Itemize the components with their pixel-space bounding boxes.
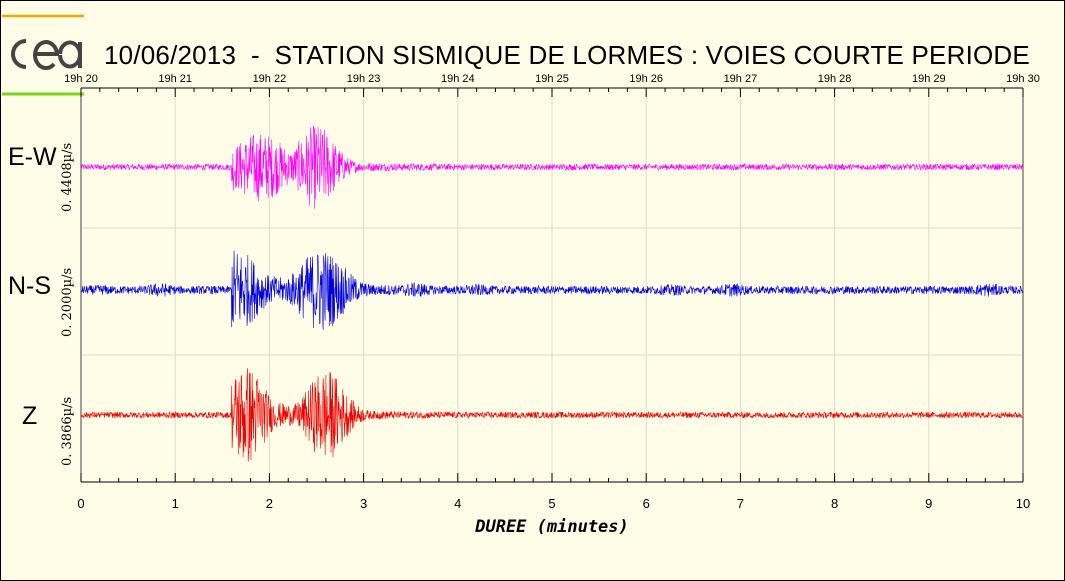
axis-labels: 19h 20 0 19h 21 1 19h 22 2 19h 23 3 19h 24 4 19h 2… [64, 73, 1040, 537]
bottom-tick-label: 4 [454, 496, 461, 511]
top-tick-label: 19h 22 [253, 73, 287, 85]
top-tick-label: 19h 23 [347, 73, 381, 85]
trace-z [80, 368, 1024, 462]
top-tick-label: 19h 27 [724, 73, 758, 85]
top-tick-label: 19h 30 [1006, 73, 1040, 85]
bottom-tick-label: 3 [360, 496, 367, 511]
top-tick-label: 19h 20 [64, 73, 98, 85]
series-label-ns: N-S [8, 272, 52, 300]
top-tick-label: 19h 28 [818, 73, 852, 85]
top-tick-label: 19h 21 [158, 73, 192, 85]
bottom-tick-label: 6 [643, 496, 650, 511]
bottom-tick-label: 2 [266, 496, 273, 511]
series-label-ew: E-W [8, 143, 57, 171]
trace-ns [80, 250, 1024, 330]
amplitude-label-ew: 0. 4408µ/s [60, 142, 75, 212]
series-label-z: Z [22, 402, 38, 430]
top-tick-label: 19h 29 [912, 73, 946, 85]
trace-ew [80, 125, 1024, 209]
cea-logo [2, 14, 84, 96]
bottom-tick-label: 9 [925, 496, 932, 511]
bottom-tick-label: 0 [77, 496, 84, 511]
top-tick-label: 19h 24 [441, 73, 475, 85]
logo-a [58, 40, 82, 69]
amplitude-label-z: 0. 3866µ/s [60, 396, 75, 466]
bottom-tick-label: 8 [831, 496, 838, 511]
top-tick-label: 19h 26 [629, 73, 663, 85]
top-tick-label: 19h 25 [535, 73, 569, 85]
traces [80, 125, 1024, 462]
x-axis-label: DUREE (minutes) [474, 517, 629, 537]
page-title: 10/06/2013 - STATION SISMIQUE DE LORMES … [104, 40, 1030, 70]
amplitude-label-ns: 0. 2000µ/s [60, 267, 75, 337]
bottom-tick-label: 10 [1016, 496, 1030, 511]
logo-c [11, 39, 27, 69]
bottom-tick-label: 5 [548, 496, 555, 511]
axes [80, 87, 1024, 483]
bottom-tick-label: 7 [737, 496, 744, 511]
logo-e [33, 40, 60, 70]
bottom-tick-label: 1 [172, 496, 179, 511]
